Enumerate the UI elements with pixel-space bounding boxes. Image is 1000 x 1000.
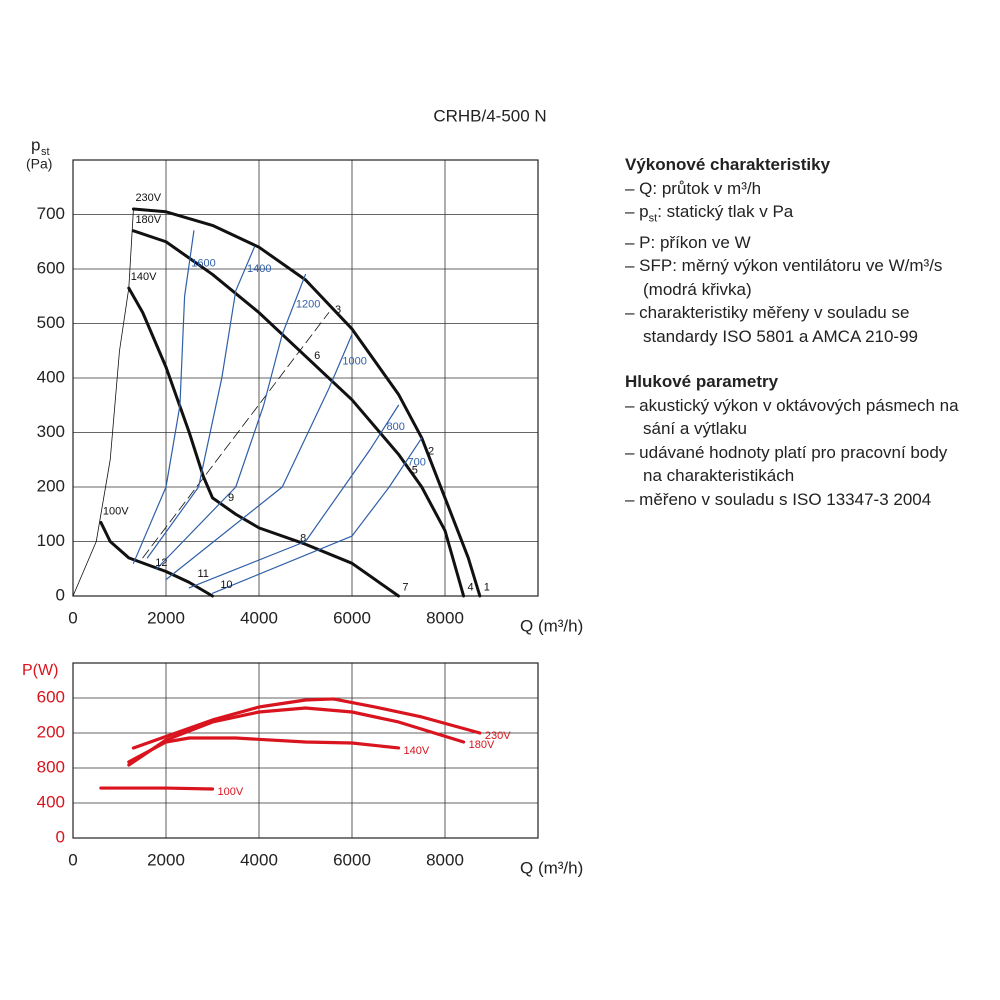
series-line: [72, 208, 134, 597]
point-label: 3: [335, 304, 341, 316]
point-label: 10: [220, 579, 232, 591]
list-item: – P: příkon ve W: [625, 231, 970, 255]
x-tick-label: 6000: [333, 608, 371, 627]
x-tick-label: 4000: [240, 608, 278, 627]
series-line: [146, 246, 255, 559]
y-tick-label: 400: [37, 792, 65, 811]
series-label: 1600: [191, 257, 215, 269]
y-tick-label: 100: [37, 531, 65, 550]
text: – Q: průtok v m³/h: [625, 178, 762, 198]
text: : statický tlak v Pa: [657, 202, 794, 221]
series-label: 800: [387, 421, 405, 433]
text: – charakteristiky měřeny v souladu se st…: [625, 303, 919, 346]
y-tick-label: 300: [37, 422, 65, 441]
subscript: st: [648, 212, 658, 225]
list-item: – měřeno v souladu s ISO 13347-3 2004: [625, 488, 970, 512]
section-heading: Výkonové charakteristiky: [625, 155, 831, 174]
text: – udávané hodnoty platí pro pracovní bod…: [625, 442, 948, 486]
x-tick-label: 6000: [333, 850, 371, 869]
x-tick-label: 0: [68, 850, 77, 869]
series-label: 230V: [135, 192, 161, 204]
series-label: 1200: [296, 298, 320, 310]
series-label: 100V: [218, 786, 244, 798]
y-axis-label-sub: st: [41, 146, 50, 158]
y-tick-label: 0: [56, 585, 65, 604]
series-label: 140V: [404, 745, 430, 757]
point-label: 4: [468, 582, 474, 594]
series-label: 180V: [135, 214, 161, 226]
series-line: [156, 273, 307, 570]
series-line: [211, 437, 423, 594]
series-label: 1000: [342, 356, 366, 368]
series-label: 180V: [469, 739, 495, 751]
series-line: [99, 520, 214, 598]
series-line: [165, 333, 353, 581]
plot-frame: [72, 662, 539, 839]
series-line: [131, 697, 482, 750]
point-label: 2: [428, 445, 434, 457]
y-tick-label: 500: [37, 313, 65, 332]
x-tick-label: 8000: [426, 850, 464, 869]
y-tick-label: 200: [37, 476, 65, 495]
notes: Výkonové charakteristiky – Q: průtok v m³…: [625, 153, 970, 511]
series-line: [131, 229, 466, 598]
y-axis-label: P(W): [22, 662, 58, 679]
y-tick-label: 200: [37, 722, 65, 741]
list-item: – udávané hodnoty platí pro pracovní bod…: [625, 441, 970, 488]
section-heading: Hlukové parametry: [625, 372, 779, 392]
series-label: 140V: [131, 271, 157, 283]
point-label: 6: [314, 350, 320, 362]
point-label: 1: [484, 582, 490, 594]
text: – p: [625, 202, 649, 221]
series-line: [127, 736, 401, 764]
x-tick-label: 2000: [147, 608, 185, 627]
x-tick-label: 4000: [240, 850, 278, 869]
text: – SFP: měrný výkon ventilátoru ve W/m³/s…: [625, 256, 943, 299]
text: – akustický výkon v oktávových pásmech n…: [625, 395, 959, 439]
list-item: – akustický výkon v oktávových pásmech n…: [625, 394, 970, 441]
x-axis-label: Q (m³/h): [520, 858, 583, 877]
series-line: [131, 207, 482, 598]
list-item: – charakteristiky měřeny v souladu se st…: [625, 301, 970, 348]
point-label: 8: [300, 533, 306, 545]
series-label: 230V: [485, 730, 511, 742]
text: – P: příkon ve W: [625, 232, 751, 252]
series-line: [127, 706, 466, 767]
series-label: 100V: [103, 505, 129, 517]
chart-title: CRHB/4-500 N: [433, 106, 546, 125]
y-tick-label: 600: [37, 258, 65, 277]
x-tick-label: 0: [68, 608, 77, 627]
x-tick-label: 2000: [147, 850, 185, 869]
list-item: – SFP: měrný výkon ventilátoru ve W/m³/s…: [625, 254, 970, 301]
point-label: 11: [197, 568, 208, 580]
series-line: [142, 312, 330, 559]
y-tick-label: 700: [37, 204, 65, 223]
x-axis-label: Q (m³/h): [520, 616, 583, 635]
plot-frame: [72, 159, 539, 597]
y-tick-label: 800: [37, 757, 65, 776]
series-line: [127, 286, 400, 598]
point-label: 9: [228, 492, 234, 504]
x-tick-label: 8000: [426, 608, 464, 627]
series-line: [132, 230, 195, 564]
point-label: 12: [155, 557, 167, 569]
point-label: 7: [402, 582, 408, 594]
text: – měřeno v souladu s ISO 13347-3 2004: [625, 489, 932, 509]
list-item: – Q: průtok v m³/h: [625, 177, 970, 201]
series-line: [188, 404, 400, 589]
y-axis-label: p: [31, 135, 40, 154]
point-label: 5: [412, 465, 418, 477]
y-tick-label: 0: [56, 827, 65, 846]
list-item: – pst: statický tlak v Pa: [625, 200, 970, 231]
y-axis-label-unit: (Pa): [26, 156, 52, 172]
series-label: 700: [407, 456, 425, 468]
spacer: [625, 348, 970, 370]
y-tick-label: 600: [37, 687, 65, 706]
series-label: 1400: [247, 263, 271, 275]
y-tick-label: 400: [37, 367, 65, 386]
series-line: [99, 786, 215, 791]
